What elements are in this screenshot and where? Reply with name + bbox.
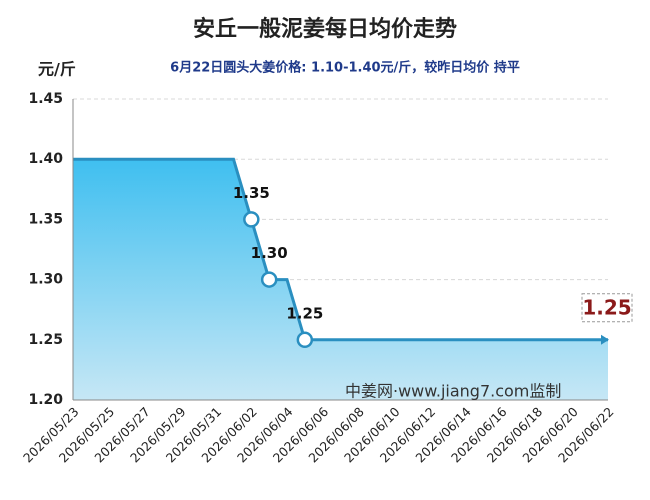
data-label: 1.35 — [233, 184, 270, 202]
subtitle: 6月22日圆头大姜价格: 1.10-1.40元/斤，较昨日均价 持平 — [170, 60, 520, 76]
y-tick-label: 1.45 — [28, 91, 63, 107]
line — [73, 157, 608, 342]
y-tick-label: 1.20 — [28, 392, 63, 408]
data-point — [260, 271, 278, 288]
y-tick-label: 1.35 — [28, 211, 63, 227]
data-point — [243, 211, 260, 228]
data-label: 1.25 — [582, 295, 631, 319]
chart-title: 安丘一般泥姜每日均价走势 — [193, 16, 457, 42]
watermark: 中姜网·www.jiang7.com监制 — [345, 382, 561, 401]
data-label: 1.25 — [286, 304, 323, 322]
plot-area: 1.20 1.25 1.30 1.35 1.40 1.45 1.35 1.30 1.25 1.25… — [20, 91, 633, 466]
y-tick-label: 1.40 — [28, 151, 63, 167]
data-point — [296, 331, 314, 349]
y-axis-label: 元/斤 — [38, 60, 76, 79]
y-tick-label: 1.25 — [28, 332, 63, 348]
end-arrow — [601, 334, 609, 345]
y-tick-label: 1.30 — [28, 272, 63, 288]
data-label: 1.30 — [251, 244, 288, 262]
label-box — [581, 293, 633, 323]
